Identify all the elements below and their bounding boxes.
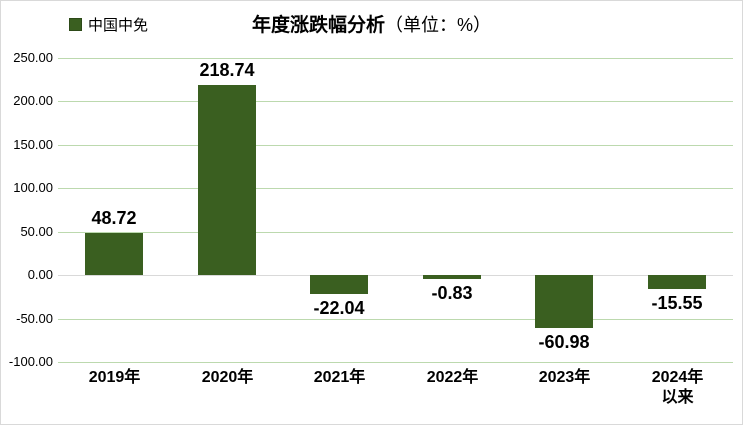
data-label: -0.83 xyxy=(431,283,473,303)
y-axis-tick-label: -50.00 xyxy=(16,311,53,326)
y-axis-tick-label: 250.00 xyxy=(13,50,53,65)
y-axis-tick-label: -100.00 xyxy=(8,354,53,369)
bar-2021年 xyxy=(310,275,368,294)
data-label: 218.74 xyxy=(199,60,255,80)
x-axis-tick-label: 2024年 以来 xyxy=(651,369,704,406)
data-label: -60.98 xyxy=(538,332,590,352)
gridline xyxy=(58,362,733,363)
gridline xyxy=(58,232,733,233)
data-label: 48.72 xyxy=(91,208,137,228)
gridline xyxy=(58,145,733,146)
y-axis-tick-label: 100.00 xyxy=(13,180,53,195)
legend-label: 中国中免 xyxy=(88,17,149,34)
y-axis-tick-label: 150.00 xyxy=(13,137,53,152)
x-axis-tick-label: 2023年 xyxy=(538,369,591,386)
bar-2022年 xyxy=(423,275,481,279)
bar-2020年 xyxy=(198,85,256,275)
bar-2024年以来 xyxy=(648,275,706,289)
legend: 中国中免 xyxy=(69,14,148,35)
y-axis-tick-label: 50.00 xyxy=(20,224,53,239)
legend-swatch-icon xyxy=(69,18,82,31)
gridline xyxy=(58,319,733,320)
x-axis-tick-label: 2019年 xyxy=(88,369,141,386)
gridline xyxy=(58,188,733,189)
x-axis-tick-label: 2022年 xyxy=(426,369,479,386)
data-label: -22.04 xyxy=(313,298,365,318)
x-axis-tick-label: 2020年 xyxy=(201,369,254,386)
gridline xyxy=(58,58,733,59)
chart-title-unit: （单位：%） xyxy=(385,15,492,35)
chart-title: 年度涨跌幅分析（单位：%） xyxy=(1,10,742,37)
zero-gridline xyxy=(58,275,733,276)
bar-2019年 xyxy=(85,233,143,275)
chart-title-main: 年度涨跌幅分析 xyxy=(251,15,385,36)
y-axis-tick-label: 0.00 xyxy=(27,267,53,282)
bar-2023年 xyxy=(535,275,593,328)
data-label: -15.55 xyxy=(651,293,703,313)
x-axis-tick-label: 2021年 xyxy=(313,369,366,386)
gridline xyxy=(58,101,733,102)
y-axis-tick-label: 200.00 xyxy=(13,93,53,108)
